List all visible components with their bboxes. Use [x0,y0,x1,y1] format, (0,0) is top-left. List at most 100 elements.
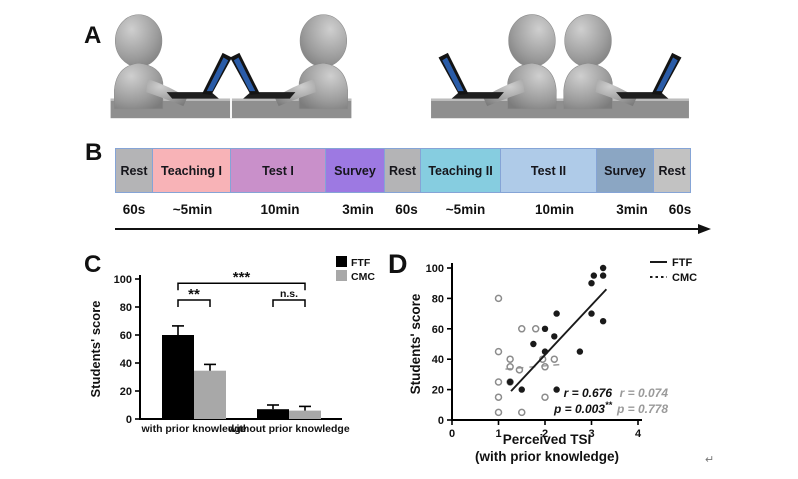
desk [431,98,689,119]
data-point-cmc [506,363,514,371]
panel-b-label: B [85,139,103,166]
data-point-ftf [506,378,514,386]
person-with-laptop-left [114,15,232,109]
cmc-scene [431,8,689,119]
data-point-cmc [541,363,549,371]
bar-chart-ylabel: Students' score [88,300,103,397]
timeline-block: Test II [500,148,597,193]
data-point-ftf [541,325,549,332]
timeline-duration: ~5min [445,202,486,217]
scatter-ylabel: Students' score [408,293,423,394]
person-with-laptop-right [564,15,682,109]
bar-cmc [194,370,226,419]
x-tick-label: 1 [495,428,501,440]
data-point-cmc [518,325,526,333]
data-point-cmc [531,325,540,333]
data-point-cmc [518,408,526,417]
y-tick-label: 20 [432,385,444,397]
trend-line-ftf [510,288,608,392]
timeline-block: Survey [325,148,385,193]
data-point-cmc [541,393,549,401]
person-with-laptop-left [439,15,557,109]
timeline-durations: 60s ~5min 10min 3min 60s ~5min 10min 3min 60s [115,202,699,217]
timeline-duration: 3min [616,202,648,217]
return-mark: ↵ [705,454,715,466]
significance-label: *** [233,269,251,286]
x-tick-label: 0 [449,428,455,440]
legend-swatch [336,256,347,267]
data-point-ftf [576,348,584,355]
timeline-block: Rest [384,148,421,193]
data-point-cmc [515,366,524,374]
x-tick-label: 4 [635,428,642,440]
data-point-ftf [518,386,525,393]
bar-ftf [162,335,194,419]
data-point-cmc [494,378,503,386]
stats-p: p = 0.003** [553,400,613,416]
legend-label: FTF [351,257,371,269]
y-tick-label: 60 [120,330,132,342]
legend-label: FTF [672,257,692,269]
legend-label: CMC [351,271,375,283]
significance-label: ** [188,286,200,303]
category-label: without prior knowledge [227,423,349,435]
timeline-block: Teaching I [152,148,231,193]
data-point-cmc [494,294,503,303]
data-point-ftf [599,272,607,279]
timeline-block: Test I [230,148,326,193]
y-tick-label: 20 [120,386,132,398]
scatter-plot: Students' score Perceived TSI (with prio… [408,257,697,464]
y-tick-label: 0 [126,414,132,426]
bar-ftf [257,409,289,419]
timeline-duration: 60s [668,202,692,217]
timeline-duration: 10min [534,202,575,217]
scatter-xlabel: Perceived TSI [503,432,592,447]
data-point-ftf [588,280,595,287]
data-point-ftf [551,333,558,340]
person-with-laptop-right [230,15,348,109]
y-tick-label: 40 [120,358,132,370]
y-tick-label: 80 [120,302,132,314]
timeline-duration: 3min [342,202,374,217]
y-tick-label: 40 [432,354,444,366]
data-point-cmc [494,393,503,401]
y-tick-label: 0 [438,415,444,427]
data-point-ftf [541,348,549,355]
significance-label: n.s. [280,288,298,300]
stats-p: p = 0.778 [616,402,668,416]
significance-bracket [177,282,306,291]
data-point-cmc [506,355,514,363]
timeline-block: Rest [115,148,153,193]
data-point-ftf [590,272,598,279]
timeline-block: Teaching II [420,148,501,193]
y-tick-label: 60 [432,324,444,336]
legend-label: CMC [672,272,697,284]
bar-chart: Students' score 0 20 40 60 80 100 with prior k… [88,256,375,435]
x-tick-label: 3 [588,428,594,440]
data-point-cmc [494,408,503,417]
bar-cmc [289,410,321,419]
timeline-block: Survey [596,148,654,193]
data-point-ftf [599,318,607,325]
stats-r: r = 0.074 [620,386,669,400]
panel-d-label: D [388,249,408,279]
timeline: Rest Teaching I Test I Survey Rest Teaching I… [115,148,691,193]
y-tick-label: 80 [432,293,444,305]
legend-swatch [336,270,347,281]
significance-bracket [177,299,211,307]
y-tick-label: 100 [426,263,444,275]
timeline-duration: ~5min [172,202,213,217]
data-point-ftf [553,310,560,317]
x-tick-label: 2 [542,428,548,440]
y-tick-label: 100 [114,274,132,286]
desk-edge [431,98,689,101]
data-point-ftf [588,310,595,317]
timeline-arrow [115,224,711,234]
timeline-duration: 60s [122,202,146,217]
data-point-ftf [553,386,560,393]
data-point-ftf [599,264,607,272]
timeline-block: Rest [653,148,691,193]
scatter-xlabel-line2: (with prior knowledge) [475,449,619,464]
timeline-duration: 60s [395,202,418,217]
